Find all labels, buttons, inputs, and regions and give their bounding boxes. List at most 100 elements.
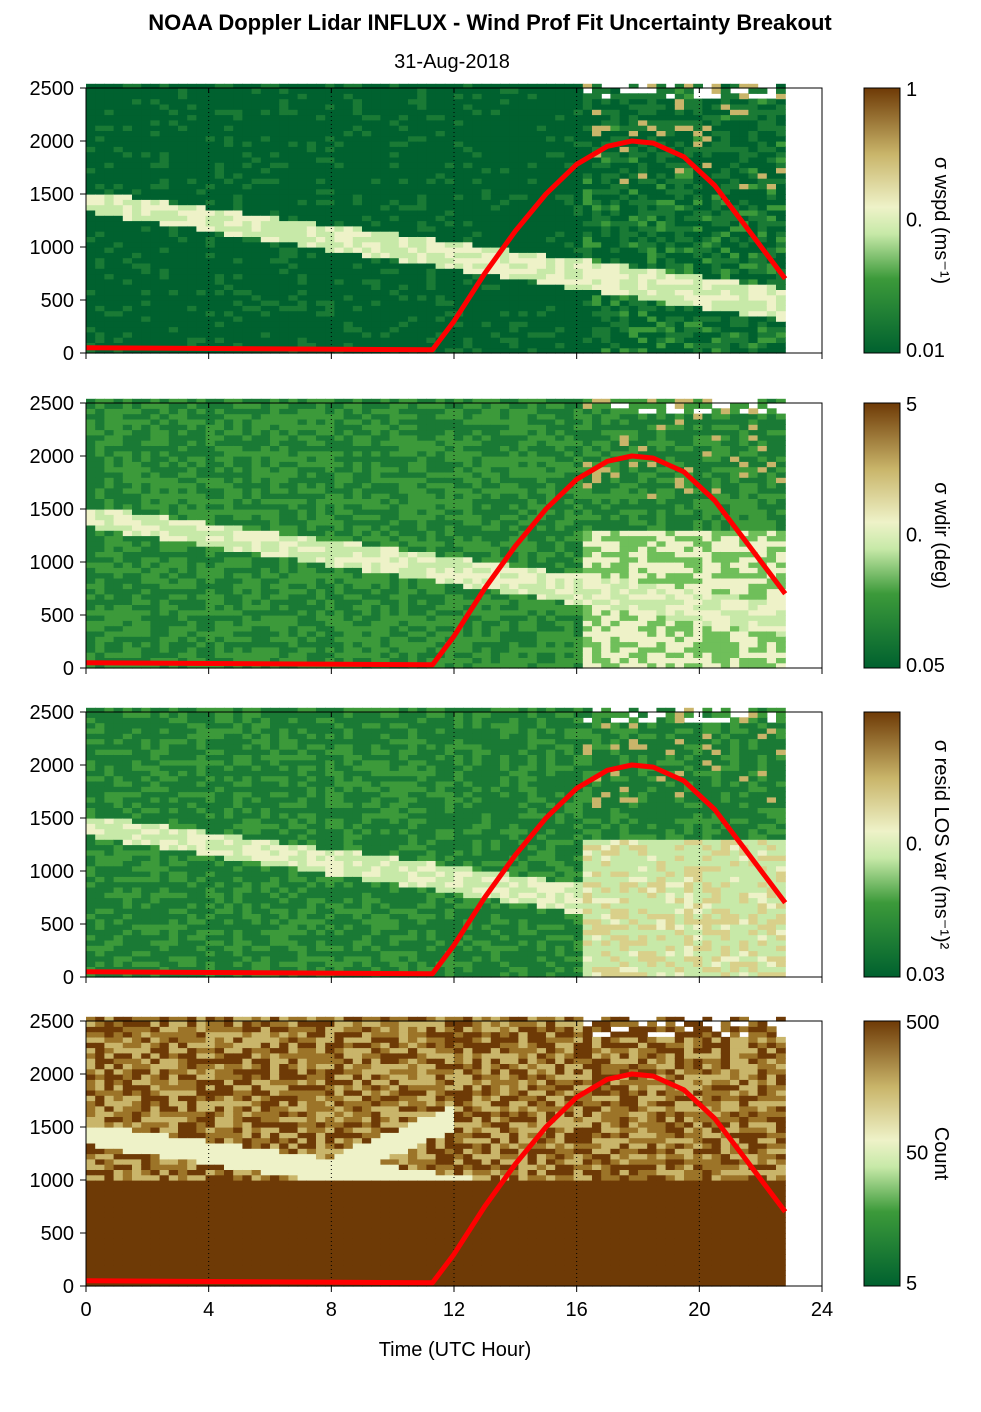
heatmap-cell <box>362 342 372 349</box>
heatmap-cell <box>601 109 611 116</box>
heatmap-cell <box>205 636 216 643</box>
heatmap-cell <box>279 588 289 595</box>
heatmap-cell <box>454 305 464 312</box>
heatmap-cell <box>187 445 197 452</box>
heatmap-cell <box>141 609 151 616</box>
heatmap-cell <box>371 315 381 322</box>
heatmap-cell <box>104 88 115 94</box>
heatmap-cell <box>546 225 556 232</box>
heatmap-cell <box>178 326 188 333</box>
heatmap-cell <box>647 167 657 174</box>
heatmap-cell <box>711 141 722 147</box>
heatmap-cell <box>214 456 225 462</box>
heatmap-cell <box>776 88 786 94</box>
heatmap-cell <box>371 273 381 280</box>
heatmap-cell <box>168 519 179 526</box>
heatmap-cell <box>196 572 207 579</box>
heatmap-cell <box>104 572 115 579</box>
heatmap-cell <box>196 540 207 547</box>
heatmap-cell <box>132 413 142 420</box>
heatmap-cell <box>693 146 703 153</box>
heatmap-cell <box>684 178 694 184</box>
heatmap-cell <box>546 167 556 174</box>
heatmap-cell <box>288 247 299 253</box>
heatmap-cell <box>481 103 492 110</box>
heatmap-cell <box>141 156 151 163</box>
heatmap-cell <box>371 119 381 126</box>
heatmap-cell <box>536 310 547 317</box>
heatmap-cell <box>444 167 455 174</box>
heatmap-cell <box>205 440 216 446</box>
heatmap-cell <box>500 247 510 253</box>
heatmap-cell <box>251 440 262 446</box>
heatmap-cell <box>132 440 142 446</box>
heatmap-cell <box>113 503 124 510</box>
heatmap-cell <box>518 252 529 259</box>
heatmap-cell <box>389 337 400 343</box>
heatmap-cell <box>665 236 676 243</box>
heatmap-cell <box>168 630 179 637</box>
heatmap-cell <box>178 204 188 211</box>
heatmap-cell <box>619 337 630 343</box>
heatmap-cell <box>168 461 179 468</box>
heatmap-cell <box>610 88 621 94</box>
heatmap-cell <box>178 641 188 648</box>
heatmap-cell <box>555 241 565 248</box>
heatmap-cell <box>325 220 335 227</box>
heatmap-cell <box>647 262 657 269</box>
heatmap-cell <box>178 567 188 574</box>
heatmap-cell <box>536 103 547 110</box>
heatmap-cell <box>95 215 105 222</box>
heatmap-cell <box>95 119 105 126</box>
heatmap-cell <box>113 434 124 441</box>
heatmap-cell <box>242 461 253 468</box>
heatmap-cell <box>260 141 271 147</box>
heatmap-cell <box>610 125 621 131</box>
heatmap-cell <box>113 514 124 521</box>
heatmap-cell <box>86 403 96 409</box>
heatmap-cell <box>141 577 151 584</box>
heatmap-cell <box>610 284 621 290</box>
heatmap-cell <box>113 450 124 457</box>
heatmap-cell <box>132 652 142 658</box>
heatmap-cell <box>141 540 151 547</box>
heatmap-cell <box>647 135 657 142</box>
heatmap-cell <box>150 114 161 121</box>
heatmap-cell <box>546 98 556 105</box>
heatmap-cell <box>573 284 584 290</box>
heatmap-cell <box>205 300 216 306</box>
heatmap-cell <box>628 156 639 163</box>
heatmap-cell <box>711 294 722 301</box>
heatmap-cell <box>150 162 161 169</box>
heatmap-cell <box>159 424 170 431</box>
heatmap-cell <box>638 146 648 153</box>
heatmap-cell <box>86 156 96 163</box>
heatmap-cell <box>141 466 151 473</box>
heatmap-cell <box>500 315 510 322</box>
heatmap-cell <box>352 262 363 269</box>
heatmap-cell <box>674 167 685 174</box>
heatmap-cell <box>306 278 317 285</box>
heatmap-cell <box>610 178 621 184</box>
heatmap-cell <box>417 321 427 328</box>
heatmap-cell <box>214 103 225 110</box>
heatmap-cell <box>242 583 253 590</box>
heatmap-cell <box>196 535 207 542</box>
heatmap-cell <box>270 236 280 243</box>
heatmap-cell <box>408 204 418 211</box>
heatmap-cell <box>371 83 381 89</box>
heatmap-cell <box>352 98 363 105</box>
heatmap-cell <box>454 204 464 211</box>
heatmap-cell <box>325 88 335 94</box>
heatmap-cell <box>684 247 694 253</box>
heatmap-cell <box>279 146 289 153</box>
heatmap-cell <box>582 119 593 126</box>
chart-subtitle: 31-Aug-2018 <box>394 51 510 73</box>
heatmap-cell <box>352 273 363 280</box>
heatmap-cell <box>196 204 207 211</box>
heatmap-cell <box>187 188 197 195</box>
heatmap-cell <box>187 125 197 131</box>
heatmap-cell <box>214 315 225 322</box>
heatmap-cell <box>95 83 105 89</box>
heatmap-cell <box>564 342 575 349</box>
